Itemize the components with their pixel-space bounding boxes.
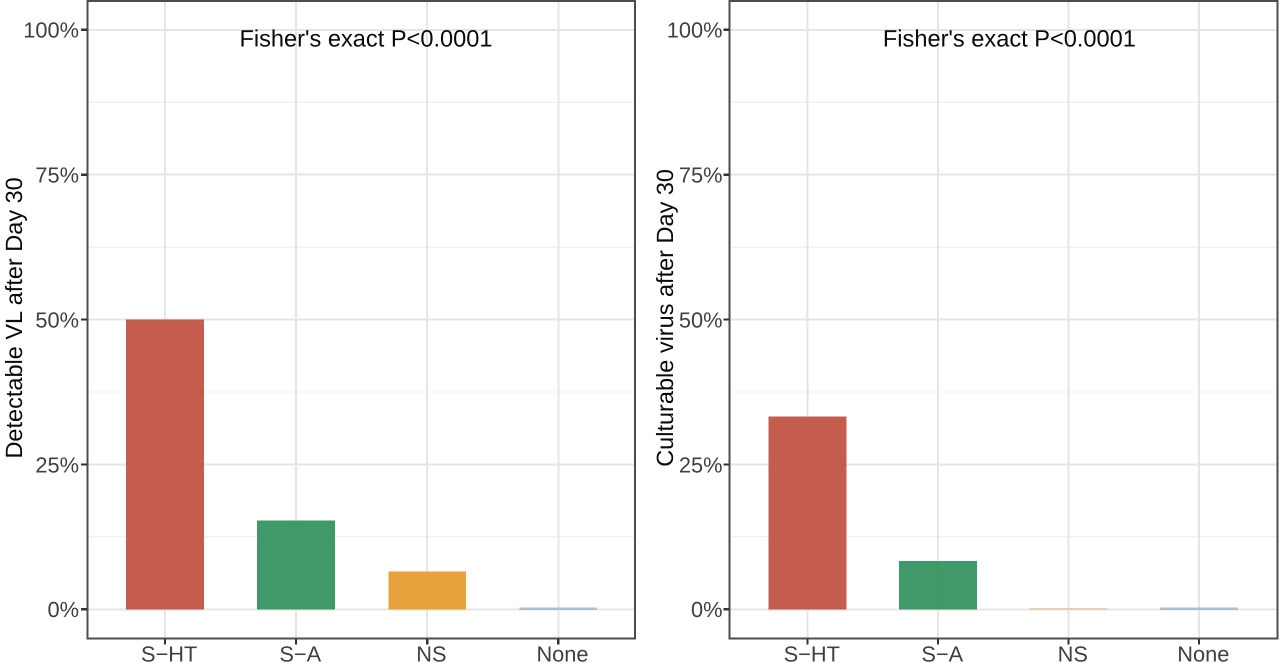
svg-text:0%: 0% xyxy=(47,597,79,622)
svg-text:NS: NS xyxy=(416,641,446,663)
svg-text:50%: 50% xyxy=(679,307,723,332)
svg-text:Fisher's exact P<0.0001: Fisher's exact P<0.0001 xyxy=(883,27,1136,53)
svg-text:Culturable virus after Day 30: Culturable virus after Day 30 xyxy=(652,169,678,467)
svg-text:S−A: S−A xyxy=(921,641,963,663)
svg-text:S−HT: S−HT xyxy=(784,641,840,663)
svg-text:Fisher's exact P<0.0001: Fisher's exact P<0.0001 xyxy=(239,27,492,53)
svg-text:None: None xyxy=(1177,641,1229,663)
svg-text:S−A: S−A xyxy=(279,641,321,663)
svg-text:50%: 50% xyxy=(35,307,79,332)
svg-text:75%: 75% xyxy=(35,163,79,188)
svg-text:0%: 0% xyxy=(691,597,723,622)
svg-text:100%: 100% xyxy=(23,18,79,43)
svg-text:NS: NS xyxy=(1058,641,1088,663)
svg-text:100%: 100% xyxy=(667,18,723,43)
svg-text:Detectable VL after Day 30: Detectable VL after Day 30 xyxy=(1,177,27,458)
svg-text:75%: 75% xyxy=(679,163,723,188)
svg-text:25%: 25% xyxy=(679,452,723,477)
svg-text:25%: 25% xyxy=(35,452,79,477)
svg-text:S−HT: S−HT xyxy=(141,641,197,663)
svg-text:None: None xyxy=(536,641,588,663)
